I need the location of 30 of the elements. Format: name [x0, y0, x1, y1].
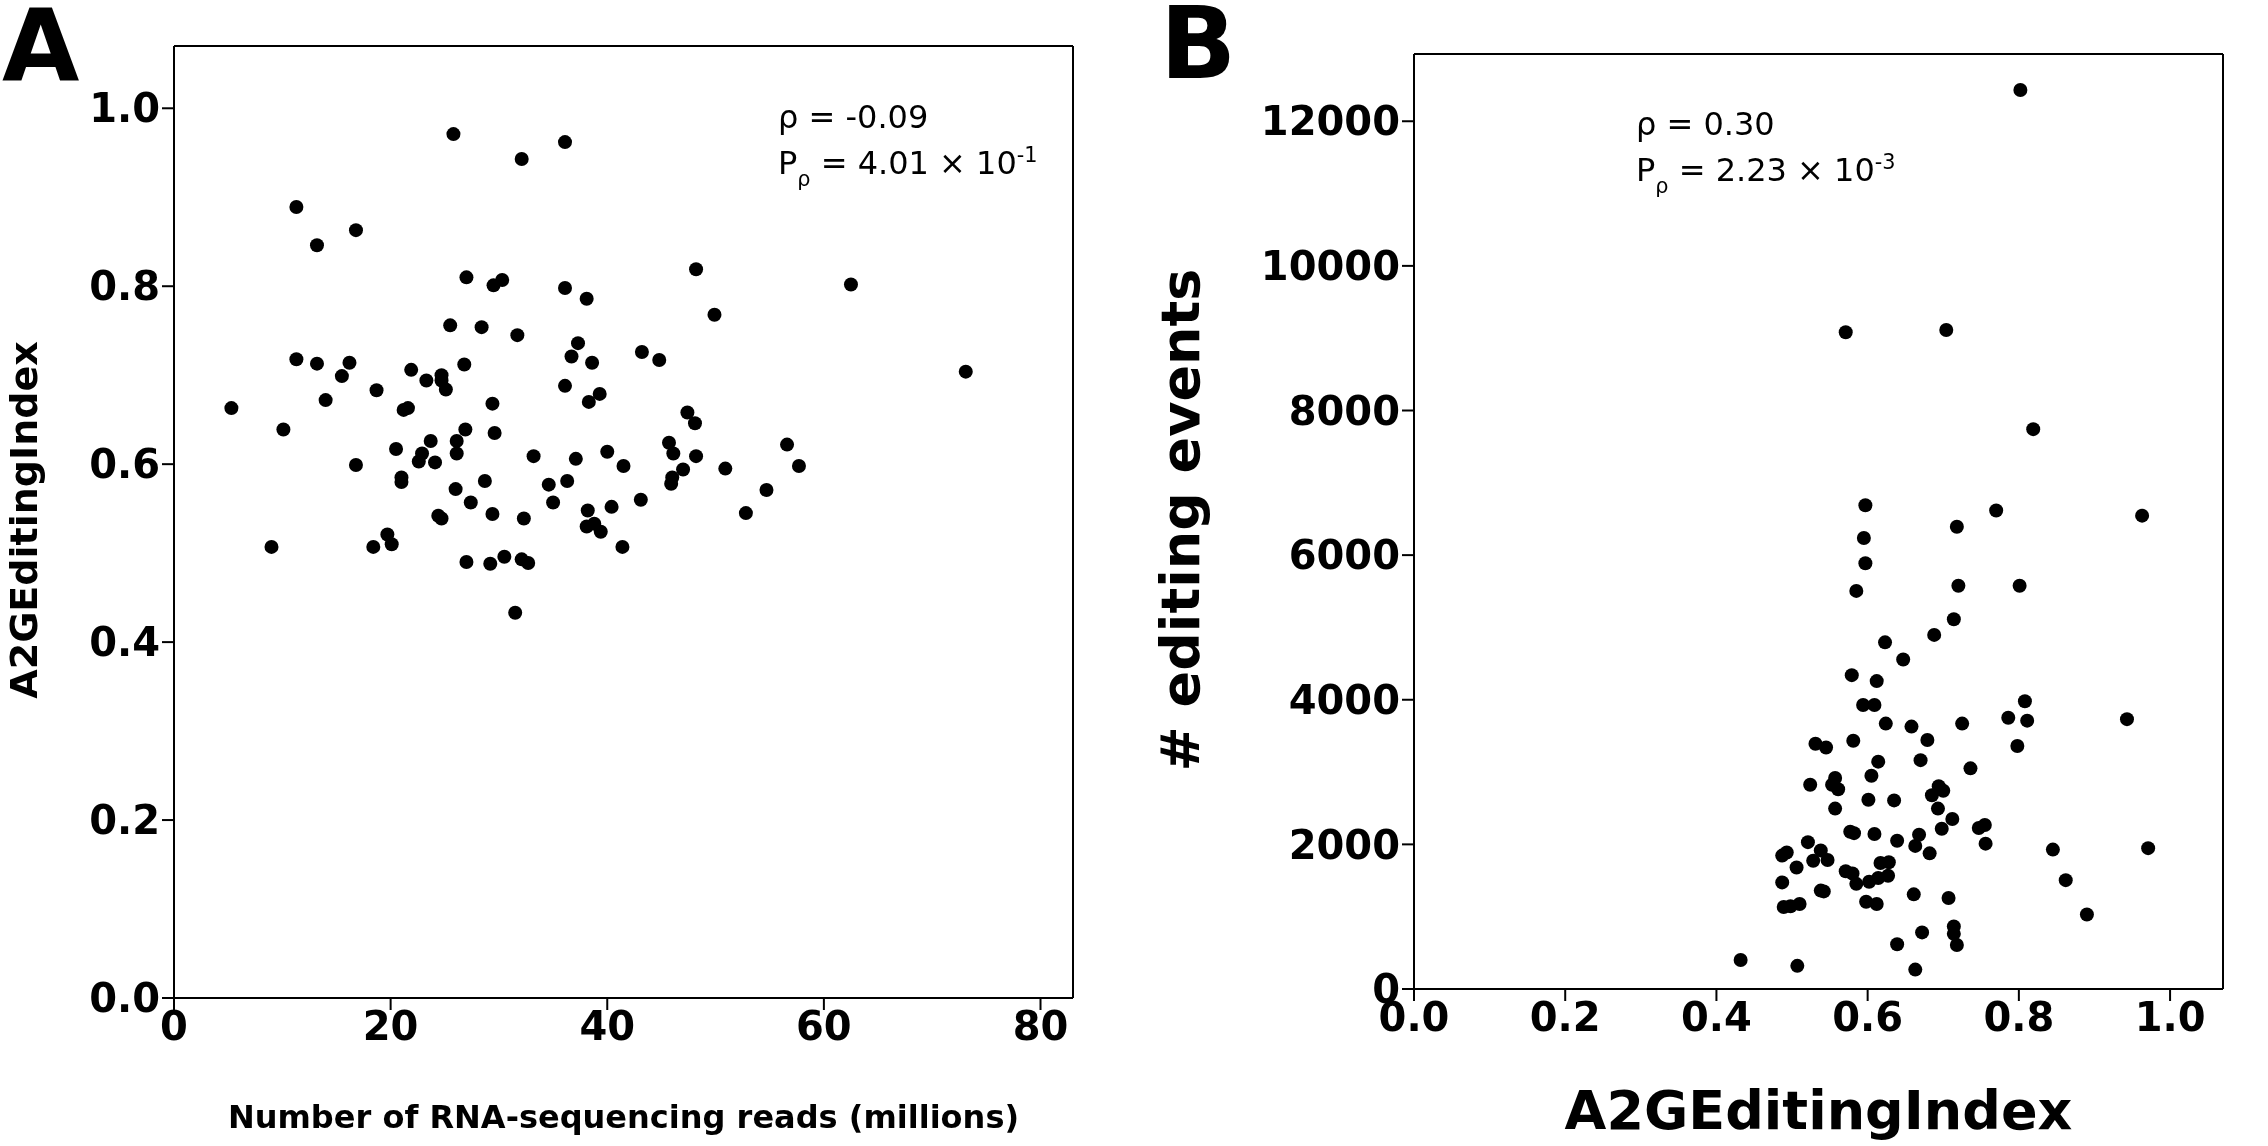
- x-tick-label: 0.4: [1681, 994, 1752, 1041]
- x-axis-title: Number of RNA-sequencing reads (millions): [227, 1098, 1020, 1136]
- y-tick-label: 8000: [1288, 387, 1400, 434]
- chart-title: A: [2, 0, 80, 104]
- y-tick-label: 10000: [1260, 243, 1400, 290]
- y-tick-label: 0.4: [89, 619, 160, 666]
- x-tick-label: 1.0: [2134, 994, 2206, 1041]
- annotation: P$_{ρ}$ = 4.01 × 10$^{-1}$: [778, 143, 1038, 191]
- chart-title: B: [1160, 0, 1237, 102]
- y-axis-title: # editing events: [1148, 268, 1212, 772]
- annotation: P$_{ρ}$ = 2.23 × 10$^{-3}$: [1636, 150, 1896, 198]
- annotation: ρ = -0.09: [778, 98, 929, 136]
- x-tick-label: 60: [796, 1003, 852, 1050]
- y-tick-label: 0.8: [89, 263, 160, 310]
- x-tick-label: 0.2: [1529, 994, 1601, 1041]
- x-tick-label: 40: [579, 1003, 636, 1050]
- x-tick-label: 0.8: [1983, 994, 2055, 1041]
- x-axis-title: A2GEditingIndex: [1564, 1079, 2073, 1142]
- x-tick-label: 0.6: [1832, 994, 1904, 1041]
- annotation: ρ = 0.30: [1636, 105, 1775, 143]
- y-tick-label: 1.0: [89, 85, 160, 132]
- x-tick-label: 20: [362, 1003, 419, 1050]
- y-axis-title: A2GEditingIndex: [2, 341, 46, 699]
- x-tick-label: 80: [1012, 1003, 1069, 1050]
- y-tick-label: 0.2: [89, 797, 160, 844]
- y-tick-label: 4000: [1288, 676, 1400, 723]
- y-tick-label: 12000: [1260, 98, 1400, 145]
- y-tick-label: 2000: [1288, 821, 1400, 868]
- y-tick-label: 0.6: [89, 441, 160, 488]
- y-tick-label: 6000: [1288, 532, 1400, 579]
